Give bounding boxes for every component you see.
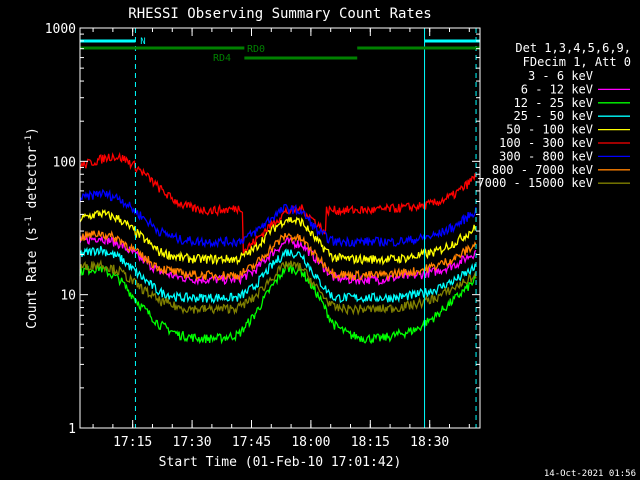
y-tick-label-10: 10 bbox=[60, 289, 76, 304]
legend-label-3-6-kev: 3 - 6 keV bbox=[528, 69, 593, 83]
legend-label-800-7000-kev: 800 - 7000 keV bbox=[492, 163, 593, 177]
series-7000-15000-kev bbox=[79, 259, 477, 316]
legend-label-300-800-kev: 300 - 800 keV bbox=[499, 149, 593, 163]
y-axis-label-sup2: -1 bbox=[24, 135, 34, 146]
timestamp: 14-Oct-2021 01:56 bbox=[544, 469, 636, 479]
legend-title-line-2: FDecim 1, Att 0 bbox=[523, 55, 631, 69]
legend-label-12-25-kev: 12 - 25 keV bbox=[514, 96, 593, 110]
plot-frame bbox=[79, 27, 481, 429]
series-800-7000-kev bbox=[79, 229, 477, 282]
chart-title: RHESSI Observing Summary Count Rates bbox=[128, 6, 431, 22]
legend: Det 1,3,4,5,6,9, FDecim 1, Att 0 3 - 6 k… bbox=[477, 41, 631, 190]
legend-label-6-12-kev: 6 - 12 keV bbox=[521, 82, 593, 96]
marker-layer: N RD0 RD4 bbox=[79, 28, 480, 428]
series-layer bbox=[79, 151, 477, 345]
y-axis-label-sup1: -1 bbox=[24, 216, 34, 227]
series-3-6-kev bbox=[79, 252, 477, 314]
y-axis-label: Count Rate (s-1 detector-1) bbox=[24, 127, 40, 329]
y-axis-label-end: ) bbox=[25, 127, 40, 135]
night-label: N bbox=[140, 37, 145, 47]
legend-label-7000-15000-kev: 7000 - 15000 keV bbox=[477, 176, 593, 190]
legend-label-50-100-kev: 50 - 100 keV bbox=[506, 123, 593, 137]
y-axis-label-main: Count Rate (s bbox=[25, 227, 40, 329]
x-tick-label-18-15: 18:15 bbox=[351, 435, 390, 450]
series-25-50-kev bbox=[79, 245, 477, 304]
series-300-800-kev bbox=[79, 188, 477, 249]
y-tick-label-1000: 1000 bbox=[45, 22, 76, 37]
legend-title-line-1: Det 1,3,4,5,6,9, bbox=[515, 41, 631, 55]
series-12-25-kev bbox=[79, 262, 477, 345]
legend-label-25-50-kev: 25 - 50 keV bbox=[514, 109, 593, 123]
y-tick-label-100: 100 bbox=[53, 155, 76, 170]
x-axis-label: Start Time (01-Feb-10 17:01:42) bbox=[159, 455, 402, 470]
y-tick-label-1: 1 bbox=[68, 422, 76, 437]
series-100-300-kev bbox=[79, 151, 477, 254]
x-tick-label-17-30: 17:30 bbox=[173, 435, 212, 450]
y-axis-label-mid: detector bbox=[25, 146, 40, 217]
series-50-100-kev bbox=[79, 208, 477, 266]
x-tick-label-17-45: 17:45 bbox=[232, 435, 271, 450]
x-tick-label-18-00: 18:00 bbox=[291, 435, 330, 450]
rd0-label: RD0 bbox=[247, 44, 265, 55]
x-tick-label-18-30: 18:30 bbox=[410, 435, 449, 450]
rd4-label: RD4 bbox=[213, 53, 231, 64]
tick-layer: 17:15 17:30 17:45 18:00 18:15 18:30 1 10 100 1000 bbox=[45, 22, 480, 450]
x-tick-label-17-15: 17:15 bbox=[113, 435, 152, 450]
legend-label-100-300-kev: 100 - 300 keV bbox=[499, 136, 593, 150]
